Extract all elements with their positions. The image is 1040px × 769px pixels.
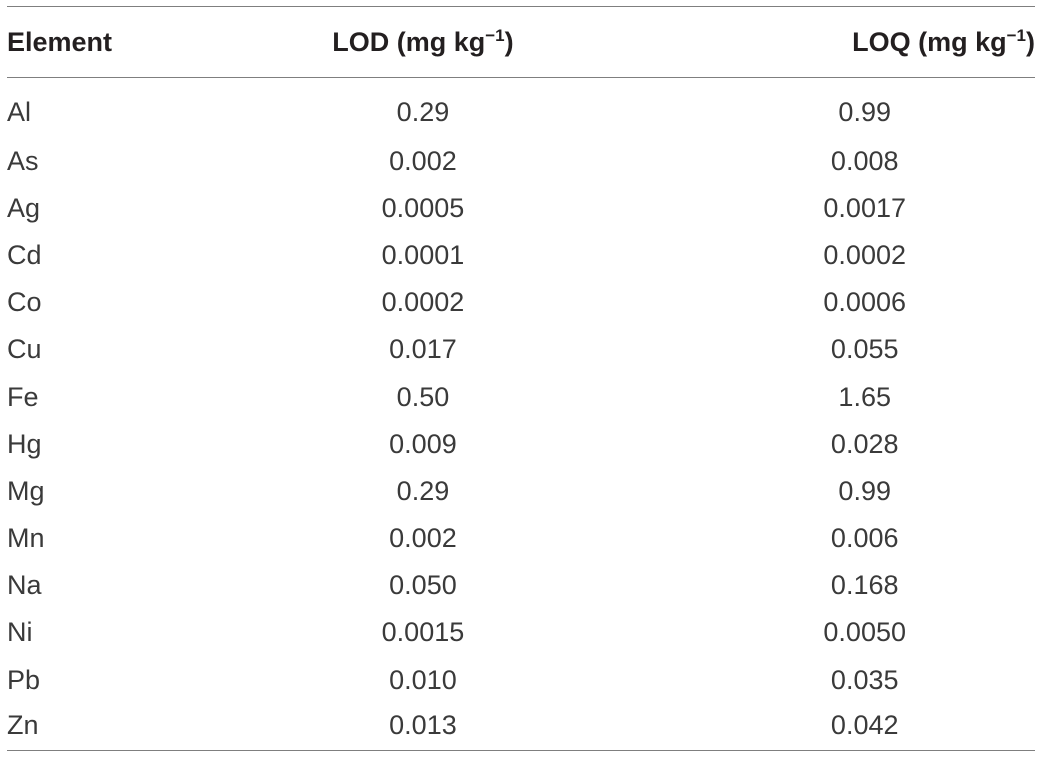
cell-lod: 0.050	[389, 570, 457, 601]
cell-lod: 0.0015	[381, 617, 465, 648]
cell-loq: 0.168	[830, 570, 899, 601]
table-row: Cu 0.017 0.055	[7, 326, 1035, 373]
cell-loq: 0.0017	[823, 192, 906, 223]
cell-element: Ni	[7, 617, 33, 648]
cell-loq: 0.055	[830, 334, 899, 365]
table-row: Ni 0.0015 0.0050	[7, 609, 1035, 656]
cell-element: Zn	[7, 709, 39, 740]
cell-loq: 1.65	[838, 381, 891, 412]
table-row: Al 0.29 0.99	[7, 78, 1035, 138]
cell-lod: 0.002	[389, 523, 457, 554]
cell-loq: 0.008	[830, 145, 899, 176]
cell-element: Na	[7, 570, 42, 601]
table-row: Cd 0.0001 0.0002	[7, 232, 1035, 279]
cell-element: Al	[7, 97, 32, 128]
table-row: Hg 0.009 0.028	[7, 421, 1035, 468]
header-row: Element LOD (mg kg−1) LOQ (mg kg−1)	[7, 6, 1035, 78]
header-loq: LOQ (mg kg−1)	[574, 7, 1035, 78]
cell-lod: 0.50	[396, 381, 450, 412]
cell-loq: 0.028	[830, 428, 899, 459]
cell-loq: 0.0002	[823, 239, 906, 270]
cell-lod: 0.0001	[381, 239, 465, 270]
table-row: Pb 0.010 0.035	[7, 657, 1035, 704]
cell-loq: 0.035	[830, 664, 899, 695]
table-row: Mn 0.002 0.006	[7, 515, 1035, 562]
cell-loq: 0.0050	[823, 617, 906, 648]
header-lod-text: LOD (mg kg	[332, 26, 486, 57]
cell-element: Pb	[7, 664, 41, 695]
cell-loq: 0.042	[830, 709, 899, 740]
cell-loq: 0.99	[838, 97, 891, 128]
cell-lod: 0.010	[389, 664, 457, 695]
table-row: Co 0.0002 0.0006	[7, 279, 1035, 326]
header-loq-text: LOQ (mg kg	[852, 26, 1007, 57]
cell-element: Cd	[7, 239, 42, 270]
cell-element: As	[7, 145, 39, 176]
cell-lod: 0.0005	[381, 192, 465, 223]
cell-loq: 0.99	[838, 475, 891, 506]
cell-lod: 0.29	[396, 97, 450, 128]
table-body: Al 0.29 0.99 As 0.002 0.008 Ag 0.0005 0.0017 Cd 0.…	[7, 78, 1035, 751]
header-lod-close: )	[504, 26, 514, 57]
cell-lod: 0.013	[389, 709, 457, 740]
cell-element: Mn	[7, 523, 45, 554]
table-header: Element LOD (mg kg−1) LOQ (mg kg−1)	[7, 6, 1035, 78]
table-row: Na 0.050 0.168	[7, 562, 1035, 609]
cell-element: Mg	[7, 475, 45, 506]
table-row: Fe 0.50 1.65	[7, 373, 1035, 420]
cell-element: Ag	[7, 192, 41, 223]
cell-lod: 0.009	[389, 428, 457, 459]
cell-element: Cu	[7, 334, 42, 365]
header-element: Element	[7, 26, 113, 57]
table-row: As 0.002 0.008	[7, 138, 1035, 185]
header-loq-close: )	[1026, 26, 1035, 57]
cell-lod: 0.29	[396, 475, 450, 506]
table-row: Ag 0.0005 0.0017	[7, 185, 1035, 232]
header-loq-exponent: −1	[1006, 25, 1026, 45]
cell-element: Hg	[7, 428, 42, 459]
table-row: Zn 0.013 0.042	[7, 704, 1035, 751]
cell-loq: 0.006	[830, 523, 899, 554]
detection-limits-table: Element LOD (mg kg−1) LOQ (mg kg−1) Al 0.…	[7, 6, 1035, 752]
cell-element: Fe	[7, 381, 39, 412]
cell-lod: 0.002	[389, 145, 457, 176]
cell-element: Co	[7, 287, 42, 318]
cell-lod: 0.017	[389, 334, 457, 365]
header-lod-exponent: −1	[485, 25, 505, 45]
table-row: Mg 0.29 0.99	[7, 468, 1035, 515]
cell-loq: 0.0006	[823, 287, 906, 318]
cell-lod: 0.0002	[381, 287, 465, 318]
header-lod: LOD (mg kg−1)	[271, 7, 574, 78]
